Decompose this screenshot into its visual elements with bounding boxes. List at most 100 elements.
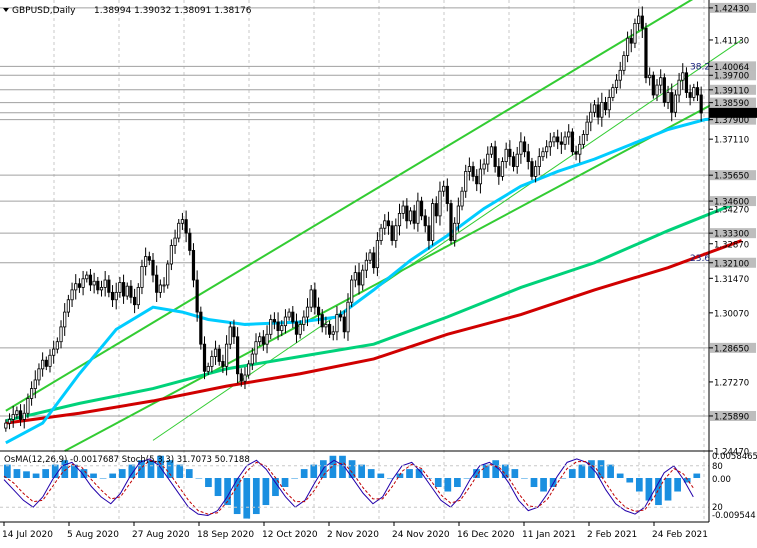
osma-bar: [4, 464, 11, 478]
candle-body: [364, 259, 368, 271]
price-tick-label: 1.39700: [714, 72, 749, 82]
candle-body: [41, 359, 45, 370]
candle-body: [213, 348, 218, 357]
osma-bar: [348, 460, 356, 478]
candle-body: [335, 314, 339, 333]
candle-body: [195, 279, 199, 313]
osma-bar: [415, 469, 423, 478]
candle-body: [607, 97, 611, 111]
osma-bar: [214, 478, 222, 497]
osma-bar: [578, 464, 586, 478]
candle-body: [673, 94, 678, 113]
osma-bar: [616, 473, 624, 478]
osma-bar: [224, 478, 231, 506]
candle-body: [453, 222, 457, 241]
candle-body: [442, 185, 446, 192]
candle-body: [640, 15, 644, 29]
candle-body: [313, 289, 317, 308]
candle-body: [589, 111, 593, 123]
osma-bar: [281, 478, 289, 488]
fib-level-label: 38.2: [690, 62, 710, 72]
candle-body: [324, 324, 328, 328]
osma-bar: [540, 478, 547, 492]
candle-body: [397, 213, 402, 227]
candle-body: [412, 210, 416, 224]
osma-bar: [262, 478, 270, 506]
channel-mid-line: [152, 39, 742, 441]
osma-bar: [23, 471, 30, 478]
candle-body: [327, 324, 332, 335]
candle-body: [125, 285, 129, 297]
candle-body: [408, 210, 413, 222]
price-label-bg: [710, 2, 756, 13]
candle-body: [699, 94, 703, 114]
osma-bar: [473, 469, 480, 478]
candle-body: [563, 136, 567, 145]
candle-body: [430, 203, 435, 241]
osma-bar: [377, 473, 385, 478]
candle-body: [221, 361, 225, 367]
osma-bar: [492, 460, 500, 478]
candle-body: [401, 205, 405, 214]
osma-bar: [166, 460, 174, 478]
candle-body: [405, 205, 409, 222]
price-tick-label: 1.39110: [714, 86, 749, 96]
ohlc-values: 1.38994 1.39032 1.38091 1.38176: [94, 6, 252, 16]
candle-body: [342, 316, 346, 333]
osma-bar: [358, 464, 365, 478]
candle-body: [199, 311, 203, 345]
current-price-marker: [709, 107, 757, 118]
candle-body: [611, 87, 615, 98]
ema-mid-line: [5, 199, 743, 423]
candle-body: [92, 280, 96, 286]
candle-body: [269, 319, 273, 335]
candle-body: [18, 410, 23, 420]
candle-body: [184, 219, 188, 234]
osma-bar: [205, 478, 212, 488]
candle-body: [339, 314, 343, 318]
candle-body: [210, 356, 214, 367]
candle-body: [276, 321, 280, 332]
oscillator-label: OsMA(12,26,9) -0.0017687 Stoch(5,3,3) 31…: [4, 455, 250, 465]
candle-body: [4, 422, 8, 429]
candle-body: [48, 354, 52, 367]
candle-body: [309, 289, 313, 308]
osma-bar: [90, 473, 97, 478]
osma-bar: [396, 473, 404, 478]
stoch-signal-line: [3, 459, 694, 515]
candle-body: [603, 101, 608, 111]
candle-body: [162, 284, 166, 287]
candle-body: [666, 92, 670, 103]
price-tick-label: 1.34270: [714, 206, 749, 216]
price-tick-label: 1.25890: [714, 412, 749, 422]
osma-bar: [387, 478, 394, 479]
candle-body: [478, 168, 483, 185]
candle-body: [541, 151, 545, 158]
candle-body: [530, 161, 534, 177]
candle-body: [350, 279, 354, 303]
candle-body: [298, 324, 302, 335]
osc-scale-top: 0.0058465: [712, 452, 757, 462]
candle-body: [475, 176, 479, 185]
price-tick-label: 1.31470: [714, 275, 749, 285]
candle-body: [670, 92, 674, 113]
x-tick-label: 14 Jul 2020: [2, 530, 53, 540]
candle-body: [515, 153, 519, 167]
candle-body: [320, 314, 324, 328]
candle-body: [677, 79, 681, 96]
osma-bar: [655, 478, 662, 506]
candle-body: [302, 316, 306, 325]
candle-body: [545, 146, 549, 153]
candle-body: [648, 74, 652, 79]
candle-body: [74, 283, 78, 291]
osma-bar: [339, 455, 346, 478]
osma-bar: [635, 478, 643, 492]
candle-body: [59, 326, 63, 343]
osma-bar: [406, 469, 413, 478]
price-label-bg: [710, 84, 756, 95]
candle-body: [629, 37, 633, 44]
candle-body: [11, 414, 15, 420]
candle-body: [427, 225, 431, 241]
